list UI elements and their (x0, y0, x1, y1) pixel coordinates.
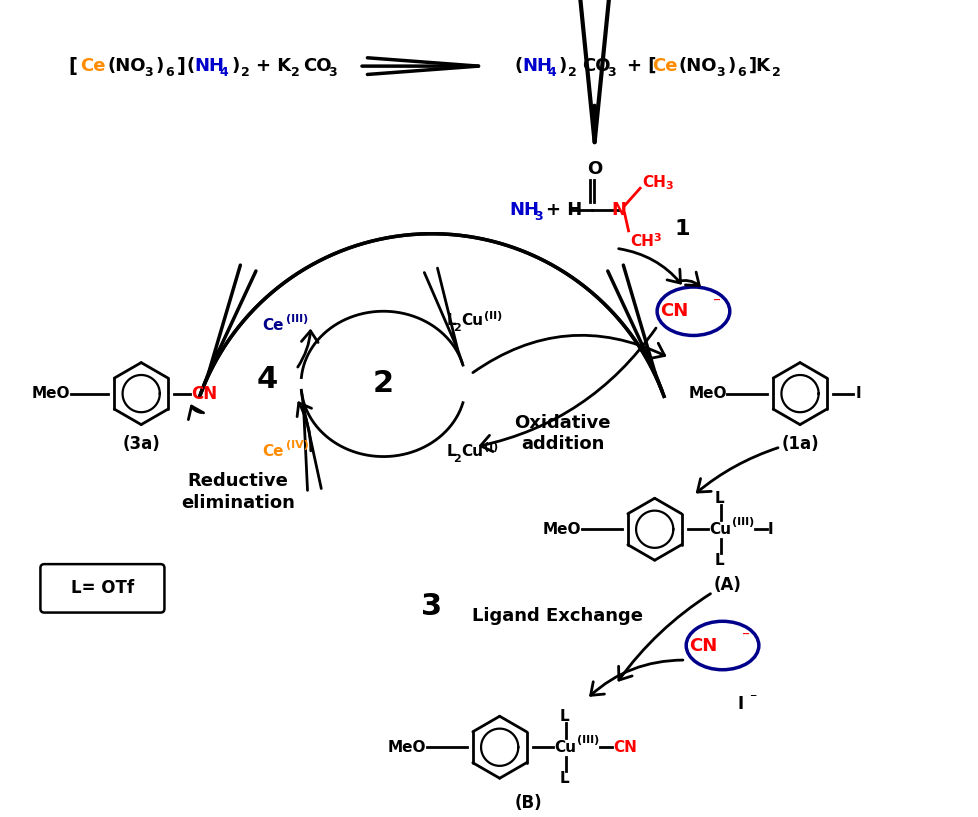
Text: CO: CO (582, 57, 610, 75)
Text: ): ) (727, 57, 734, 75)
Text: (3a): (3a) (122, 435, 159, 453)
Text: (A): (A) (713, 577, 740, 595)
Text: I: I (736, 694, 742, 712)
Text: ): ) (156, 57, 163, 75)
Text: 3: 3 (534, 210, 543, 223)
Text: ⁻: ⁻ (748, 691, 755, 705)
Text: + K: + K (256, 57, 291, 75)
Text: 4: 4 (256, 364, 278, 394)
Text: 3: 3 (606, 66, 615, 79)
Text: (NO: (NO (108, 57, 146, 75)
Text: 4: 4 (547, 66, 556, 79)
Text: (III): (III) (577, 735, 599, 745)
Text: ]K: ]K (748, 57, 770, 75)
Text: MeO: MeO (387, 739, 425, 755)
Text: ⁻: ⁻ (741, 630, 749, 645)
Text: CN: CN (612, 739, 637, 755)
Text: 2: 2 (291, 66, 300, 79)
Text: NH: NH (195, 57, 224, 75)
Text: L: L (446, 314, 456, 328)
Text: ]: ] (177, 56, 186, 76)
Text: 3: 3 (665, 181, 672, 191)
Text: CN: CN (689, 636, 717, 654)
Text: (III): (III) (732, 517, 754, 528)
Text: 4: 4 (219, 66, 228, 79)
Text: ): ) (231, 57, 240, 75)
Text: L: L (714, 491, 724, 506)
Text: MeO: MeO (689, 386, 727, 401)
Text: L: L (559, 770, 569, 786)
Text: CN: CN (659, 302, 688, 320)
Text: Oxidative: Oxidative (513, 413, 610, 431)
Text: (II): (II) (484, 311, 502, 321)
Text: O: O (586, 160, 601, 178)
Text: MeO: MeO (32, 386, 70, 401)
Text: Ce: Ce (262, 319, 284, 333)
Text: 6: 6 (736, 66, 745, 79)
Text: N: N (610, 200, 626, 218)
Text: NH: NH (509, 200, 539, 218)
Text: 6: 6 (165, 66, 174, 79)
Text: CH: CH (630, 234, 653, 249)
Text: (: ( (513, 57, 522, 75)
Text: Cu: Cu (461, 444, 482, 459)
Text: ⁻: ⁻ (712, 296, 720, 311)
Text: Ce: Ce (262, 444, 284, 459)
Text: 2: 2 (241, 66, 249, 79)
Text: L: L (714, 553, 724, 568)
Text: 2: 2 (453, 453, 461, 463)
Text: L: L (559, 708, 569, 724)
Text: (IV): (IV) (286, 440, 308, 450)
Text: 2: 2 (453, 323, 461, 333)
Text: L: L (446, 444, 456, 459)
Text: ): ) (558, 57, 566, 75)
Text: 1: 1 (674, 219, 689, 239)
Text: Reductive: Reductive (188, 471, 289, 490)
Text: I: I (855, 386, 860, 401)
FancyBboxPatch shape (40, 564, 164, 613)
Text: addition: addition (520, 435, 603, 453)
Text: Ce: Ce (651, 57, 677, 75)
Text: CH: CH (642, 175, 665, 190)
Text: (B): (B) (514, 794, 542, 812)
Text: 3: 3 (715, 66, 724, 79)
Text: 3: 3 (144, 66, 153, 79)
Text: 3: 3 (421, 592, 442, 621)
Text: 2: 2 (568, 66, 577, 79)
Text: CN: CN (192, 385, 217, 403)
Text: + H: + H (546, 200, 582, 218)
Text: 2: 2 (771, 66, 779, 79)
Text: (1a): (1a) (780, 435, 818, 453)
Text: elimination: elimination (181, 494, 294, 512)
Text: CO: CO (302, 57, 332, 75)
Text: NH: NH (521, 57, 552, 75)
Text: [: [ (68, 56, 77, 76)
Text: (: ( (187, 57, 195, 75)
Text: Cu: Cu (461, 314, 482, 328)
Text: (I): (I) (484, 442, 498, 452)
Text: Cu: Cu (708, 522, 731, 537)
Text: Ce: Ce (80, 57, 106, 75)
Text: Ligand Exchange: Ligand Exchange (471, 608, 643, 626)
Text: (NO: (NO (678, 57, 717, 75)
Text: I: I (768, 522, 773, 537)
Text: Cu: Cu (554, 739, 575, 755)
Text: (III): (III) (286, 314, 307, 324)
Text: 3: 3 (653, 233, 661, 243)
Text: 2: 2 (373, 369, 393, 399)
Text: + [: + [ (626, 57, 655, 75)
Text: L= OTf: L= OTf (70, 579, 134, 597)
Text: 3: 3 (328, 66, 336, 79)
Text: MeO: MeO (542, 522, 581, 537)
